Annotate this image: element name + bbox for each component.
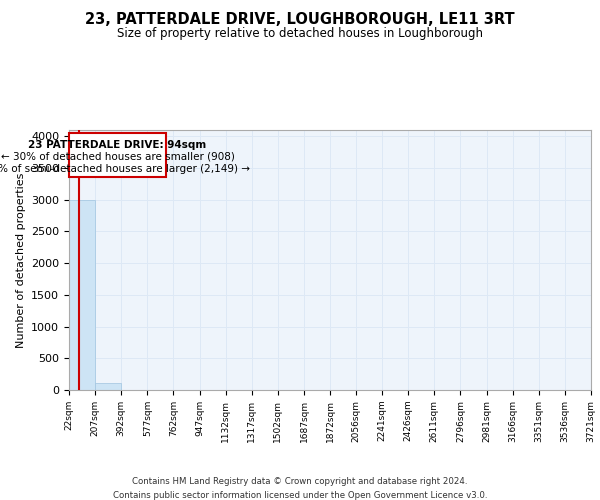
Text: Size of property relative to detached houses in Loughborough: Size of property relative to detached ho… bbox=[117, 28, 483, 40]
Y-axis label: Number of detached properties: Number of detached properties bbox=[16, 172, 26, 348]
Text: 70% of semi-detached houses are larger (2,149) →: 70% of semi-detached houses are larger (… bbox=[0, 164, 250, 174]
Text: 23, PATTERDALE DRIVE, LOUGHBOROUGH, LE11 3RT: 23, PATTERDALE DRIVE, LOUGHBOROUGH, LE11… bbox=[85, 12, 515, 28]
Text: 23 PATTERDALE DRIVE: 94sqm: 23 PATTERDALE DRIVE: 94sqm bbox=[28, 140, 206, 150]
Bar bbox=[69, 200, 95, 390]
Text: Contains public sector information licensed under the Open Government Licence v3: Contains public sector information licen… bbox=[113, 491, 487, 500]
Bar bbox=[69, 132, 166, 177]
Text: Contains HM Land Registry data © Crown copyright and database right 2024.: Contains HM Land Registry data © Crown c… bbox=[132, 478, 468, 486]
Text: ← 30% of detached houses are smaller (908): ← 30% of detached houses are smaller (90… bbox=[1, 152, 235, 162]
Bar bbox=[95, 383, 121, 390]
